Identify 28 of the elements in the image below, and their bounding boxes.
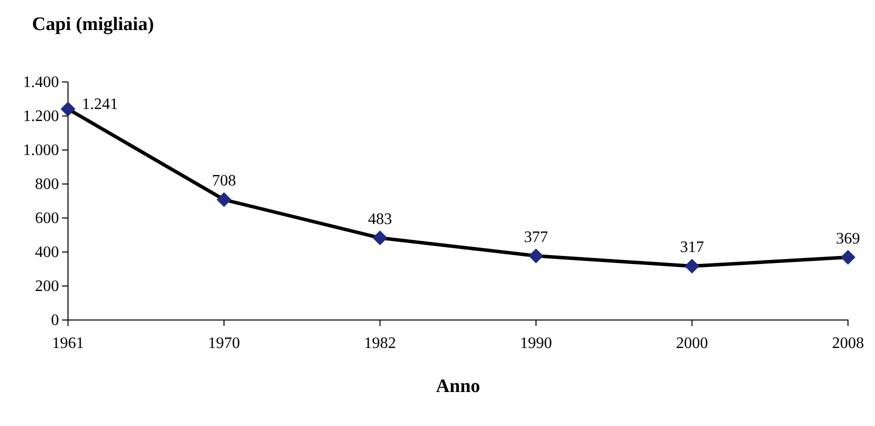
x-tick-label: 1970 [208, 335, 240, 352]
y-tick-label: 800 [35, 176, 59, 194]
point [528, 248, 544, 264]
point [840, 250, 856, 265]
data-label: 377 [524, 228, 548, 246]
y-tick-label: 1.200 [23, 108, 59, 126]
x-axis-title: Anno [436, 376, 480, 397]
data-label: 369 [836, 230, 860, 248]
y-tick-label: 600 [35, 210, 59, 228]
point [216, 192, 232, 208]
x-tick-label: 1990 [520, 335, 552, 352]
x-tick-label: 1982 [364, 335, 396, 352]
y-tick-label: 0 [51, 312, 59, 330]
x-tick-label: 2000 [676, 335, 708, 352]
x-tick-label: 2008 [832, 335, 864, 352]
y-tick-label: 400 [35, 244, 59, 262]
data-label: 1.241 [82, 96, 118, 114]
y-axis-title: Capi (migliaia) [32, 14, 154, 35]
data-label: 317 [680, 239, 704, 256]
point [684, 258, 700, 274]
y-tick-label: 1.400 [23, 74, 59, 92]
point [372, 230, 388, 246]
x-tick-label: 1961 [52, 335, 84, 352]
y-tick-label: 1.000 [23, 142, 59, 160]
data-label: 483 [368, 210, 392, 228]
data-label: 708 [212, 172, 236, 190]
y-tick-label: 200 [35, 278, 59, 296]
point [60, 102, 76, 116]
